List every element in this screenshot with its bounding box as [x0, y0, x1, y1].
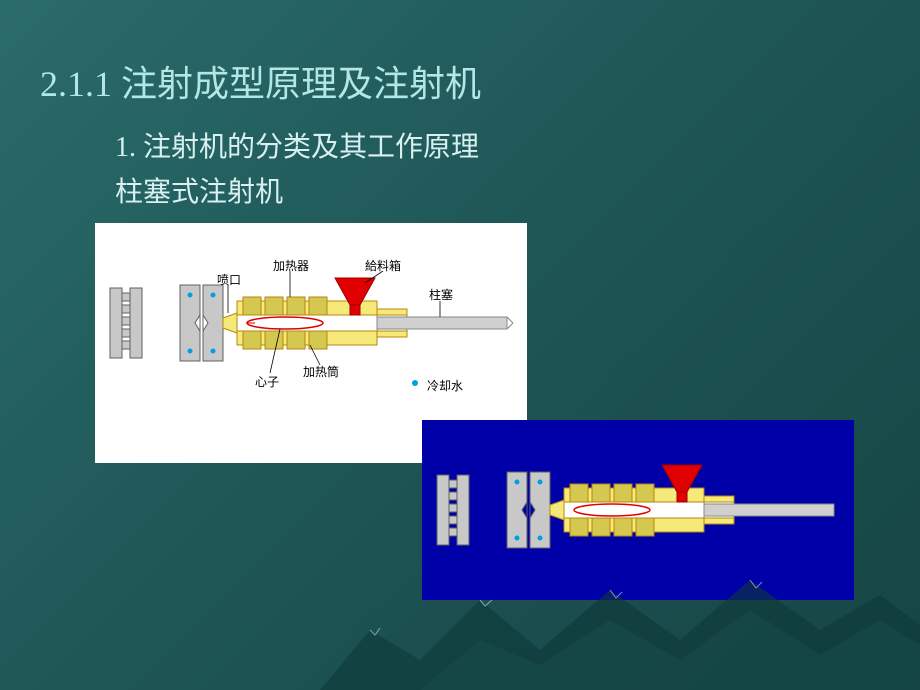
injection-machine-blue-svg — [422, 420, 854, 600]
label-barrel: 加热筒 — [303, 363, 339, 380]
label-heater: 加热器 — [273, 257, 309, 274]
label-core: 心子 — [255, 373, 279, 390]
mold-halves — [180, 285, 223, 361]
nozzle — [223, 313, 237, 333]
label-hopper: 給料箱 — [365, 257, 401, 274]
plunger — [377, 317, 513, 329]
subtitle-line-2: 柱塞式注射机 — [115, 170, 283, 210]
coolant-dot — [412, 380, 418, 386]
label-nozzle: 喷口 — [217, 271, 241, 288]
unlabeled-diagram — [422, 420, 854, 600]
fixed-platen — [110, 288, 142, 358]
label-plunger: 柱塞 — [429, 286, 453, 303]
section-title: 2.1.1 注射成型原理及注射机 — [40, 55, 481, 107]
subtitle-line-1: 1. 注射机的分类及其工作原理 — [115, 125, 479, 165]
label-coolant: 冷却水 — [427, 377, 463, 394]
